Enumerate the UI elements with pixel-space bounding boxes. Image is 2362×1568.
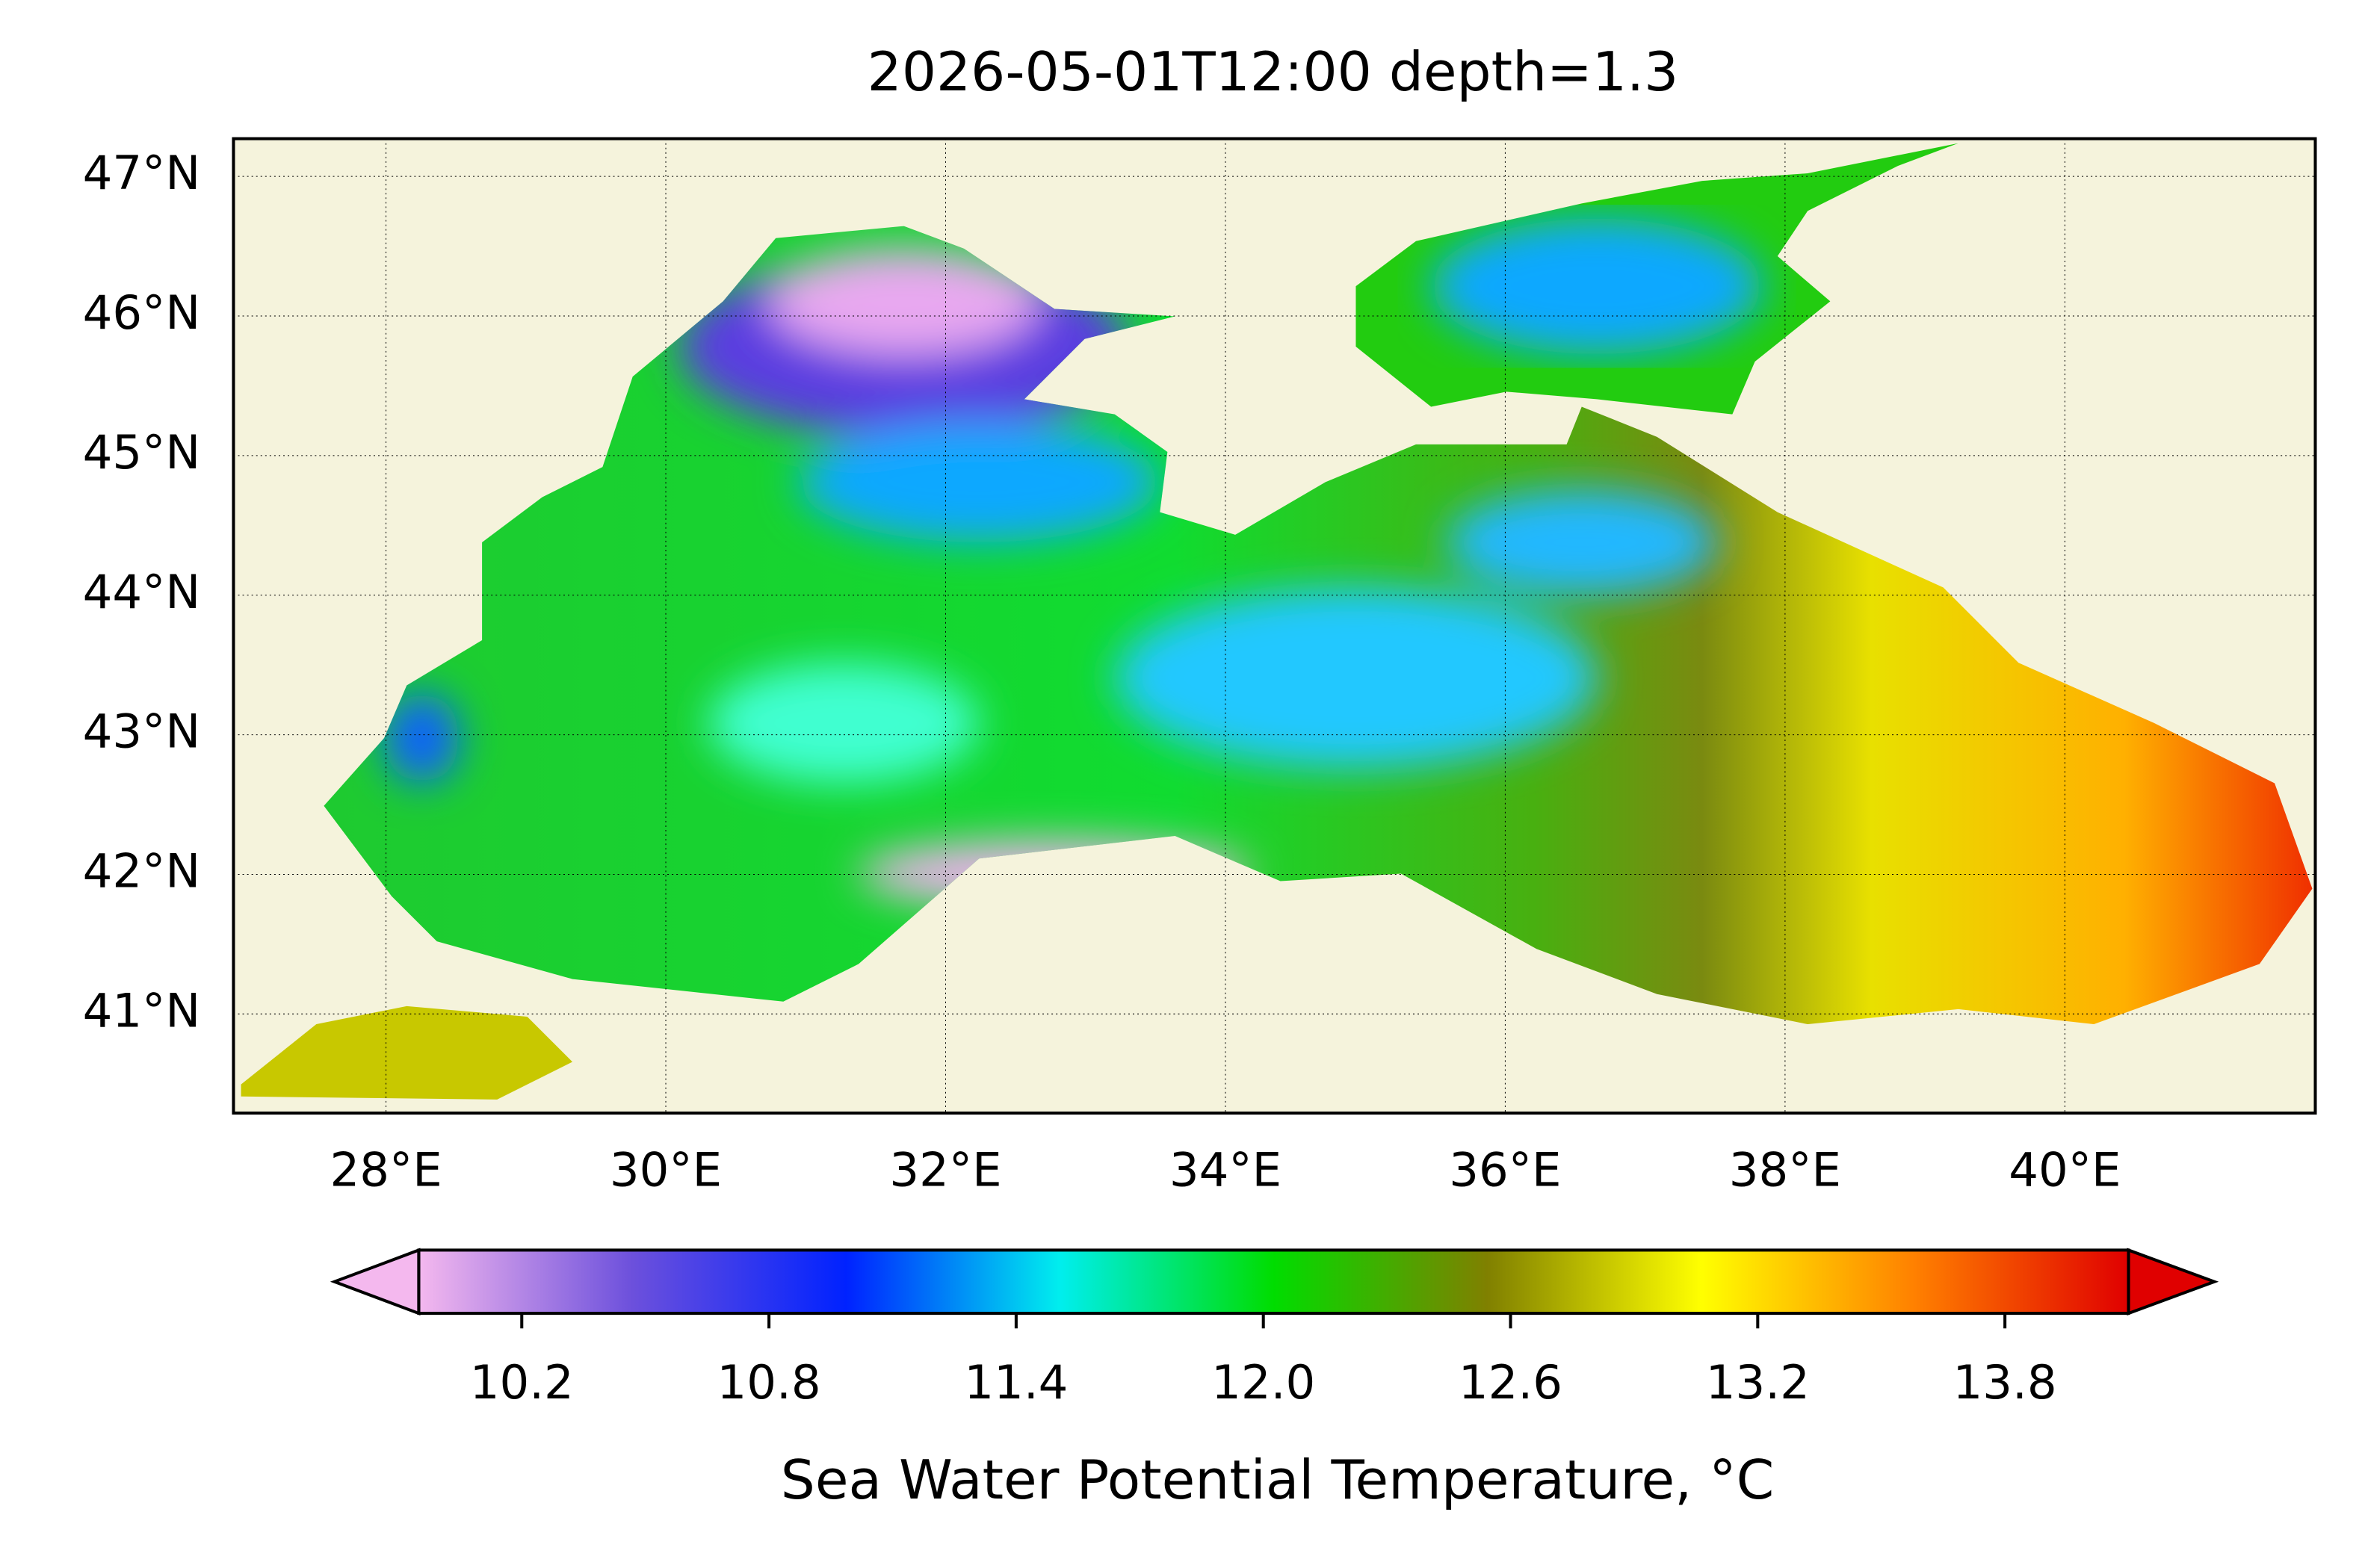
lat-tick-label: 46°N [83, 285, 201, 340]
lat-tick-label: 44°N [83, 565, 201, 619]
colorbar-tick-label: 10.8 [717, 1355, 821, 1410]
colorbar-tick-label: 12.0 [1211, 1355, 1315, 1410]
lon-tick-label: 32°E [889, 1143, 1001, 1197]
colorbar-tick-label: 11.4 [964, 1355, 1068, 1410]
map-frame [232, 137, 2317, 1115]
colorbar-tick-label: 13.8 [1953, 1355, 2057, 1410]
lat-tick-label: 43°N [83, 704, 201, 759]
colorbar-extend-min [330, 1248, 421, 1316]
lon-tick-label: 34°E [1169, 1143, 1282, 1197]
colorbar: 10.2 10.8 11.4 12.0 12.6 13.2 13.8 [330, 1248, 2219, 1410]
colorbar-tick-label: 13.2 [1706, 1355, 1810, 1410]
lat-tick-label: 45°N [83, 425, 201, 480]
colorbar-tick-label: 10.2 [470, 1355, 574, 1410]
lat-tick-label: 41°N [83, 983, 201, 1038]
axis-ticks: 28°E 30°E 32°E 34°E 36°E 38°E 40°E 41°N 42°N 43°N… [83, 146, 2121, 1197]
lon-tick-label: 36°E [1449, 1143, 1561, 1197]
lat-tick-label: 47°N [83, 146, 201, 200]
colorbar-label: Sea Water Potential Temperature, °C [781, 1449, 1774, 1512]
colorbar-gradient [418, 1250, 2129, 1314]
lon-tick-label: 40°E [2009, 1143, 2121, 1197]
colorbar-tick-label: 12.6 [1459, 1355, 1562, 1410]
lon-tick-label: 28°E [330, 1143, 442, 1197]
lat-tick-label: 42°N [83, 844, 201, 899]
colorbar-extend-max [2127, 1248, 2219, 1316]
colorbar-frame [417, 1248, 2130, 1316]
map-title: 2026-05-01T12:00 depth=1.3 [868, 41, 1679, 104]
lon-tick-label: 30°E [610, 1143, 722, 1197]
marmara-field [241, 1005, 573, 1100]
lon-tick-label: 38°E [1729, 1143, 1841, 1197]
